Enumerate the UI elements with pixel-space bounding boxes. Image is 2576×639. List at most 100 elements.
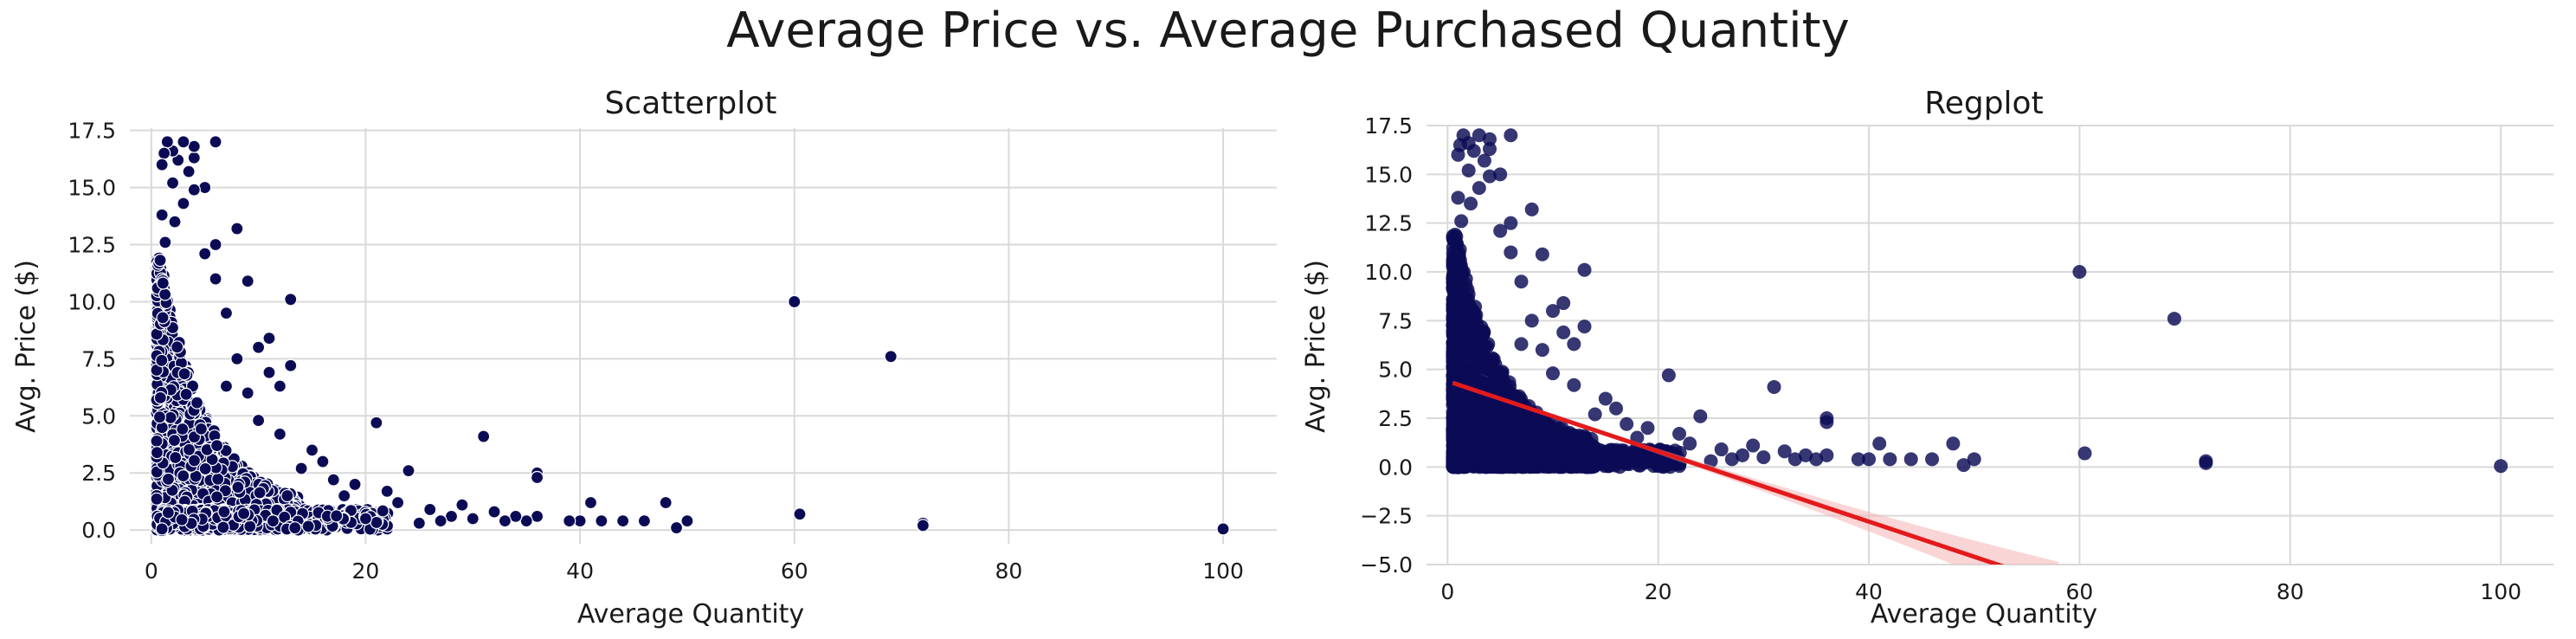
data-point bbox=[177, 197, 190, 210]
data-point bbox=[284, 293, 298, 307]
data-point bbox=[1461, 163, 1476, 178]
data-point bbox=[153, 254, 167, 268]
data-point bbox=[288, 521, 302, 535]
data-point bbox=[241, 274, 254, 288]
data-point bbox=[1767, 379, 1781, 394]
regplot-title: Regplot bbox=[1924, 86, 2043, 121]
y-tick-label: 5.0 bbox=[1378, 358, 1413, 383]
data-point bbox=[1883, 452, 1897, 467]
y-tick-label: 2.5 bbox=[81, 461, 116, 486]
data-point bbox=[1485, 351, 1500, 365]
regplot-grid bbox=[1426, 125, 2553, 565]
data-point bbox=[1524, 313, 1539, 328]
y-tick-label: 5.0 bbox=[81, 403, 116, 429]
x-tick-label: 20 bbox=[1645, 579, 1672, 604]
data-point bbox=[1724, 452, 1739, 467]
data-point bbox=[209, 237, 222, 252]
data-point bbox=[262, 365, 276, 379]
data-point bbox=[595, 514, 609, 528]
data-point bbox=[1465, 303, 1480, 318]
data-point bbox=[487, 505, 501, 519]
data-point bbox=[1451, 459, 1465, 474]
data-point bbox=[1872, 436, 1887, 451]
data-point bbox=[209, 490, 224, 504]
data-point bbox=[1546, 366, 1561, 381]
data-point bbox=[230, 222, 244, 236]
data-point bbox=[1446, 393, 1460, 408]
data-point bbox=[1504, 128, 1518, 143]
x-tick-label: 60 bbox=[781, 558, 808, 584]
data-point bbox=[1454, 214, 1469, 229]
data-point bbox=[294, 462, 308, 475]
data-point bbox=[1546, 304, 1561, 319]
data-point bbox=[1493, 407, 1508, 422]
data-point bbox=[230, 352, 244, 365]
data-point bbox=[152, 410, 167, 424]
data-point bbox=[211, 472, 225, 486]
regplot-ticks: 0 20 40 60 80 100−5.0−2.50.02.55.07.510.012.5… bbox=[1360, 113, 2521, 604]
y-tick-label: 2.5 bbox=[1378, 406, 1413, 431]
data-point bbox=[1493, 223, 1508, 238]
data-point bbox=[1609, 401, 1624, 416]
y-tick-label: 17.5 bbox=[68, 119, 116, 144]
x-tick-label: 0 bbox=[145, 558, 158, 584]
data-point bbox=[155, 522, 169, 536]
data-point bbox=[1577, 320, 1592, 334]
data-point bbox=[158, 287, 172, 301]
data-point bbox=[1851, 452, 1865, 467]
scatterplot-xlabel: Average Quantity bbox=[577, 599, 804, 629]
regplot-panel: Regplot 0 20 40 60 80 100−5.0−2.50.02.55.07.5… bbox=[1301, 86, 2553, 629]
data-point bbox=[455, 498, 469, 512]
data-point bbox=[198, 180, 212, 195]
data-point bbox=[2199, 455, 2213, 470]
data-point bbox=[150, 446, 164, 460]
data-point bbox=[402, 464, 415, 478]
data-point bbox=[2494, 459, 2508, 474]
data-point bbox=[273, 427, 287, 442]
y-tick-label: 17.5 bbox=[1364, 113, 1413, 139]
data-point bbox=[370, 416, 383, 429]
data-point bbox=[530, 470, 544, 485]
data-point bbox=[1756, 450, 1771, 465]
data-point bbox=[1449, 229, 1464, 244]
data-point bbox=[1556, 325, 1571, 339]
data-point bbox=[156, 276, 170, 290]
data-point bbox=[155, 208, 169, 222]
data-point bbox=[209, 272, 222, 286]
data-point bbox=[177, 367, 191, 381]
data-point bbox=[1925, 452, 1940, 467]
y-tick-label: 7.5 bbox=[1378, 308, 1413, 333]
data-point bbox=[1464, 197, 1478, 211]
data-point bbox=[161, 506, 175, 520]
data-point bbox=[231, 481, 245, 494]
data-point bbox=[1622, 448, 1637, 462]
data-point bbox=[1620, 416, 1634, 431]
data-point bbox=[1535, 247, 1549, 261]
data-point bbox=[175, 513, 189, 526]
data-point bbox=[1560, 452, 1575, 467]
data-point bbox=[1531, 446, 1546, 461]
regplot-ylabel: Avg. Price ($) bbox=[1301, 260, 1331, 433]
data-point bbox=[1567, 378, 1581, 392]
y-tick-label: 10.0 bbox=[1364, 260, 1413, 285]
data-point bbox=[187, 183, 201, 197]
data-point bbox=[659, 495, 673, 510]
data-point bbox=[376, 504, 390, 518]
data-point bbox=[241, 386, 254, 400]
data-point bbox=[253, 486, 267, 500]
data-point bbox=[1504, 245, 1518, 260]
data-point bbox=[284, 358, 298, 372]
data-point bbox=[680, 514, 694, 528]
data-point bbox=[390, 495, 405, 510]
y-tick-label: 12.5 bbox=[1364, 211, 1413, 236]
data-point bbox=[326, 473, 340, 487]
data-point bbox=[155, 158, 169, 171]
scatterplot-grid bbox=[130, 128, 1277, 544]
data-point bbox=[1464, 397, 1478, 412]
y-tick-label: 15.0 bbox=[68, 176, 116, 201]
data-point bbox=[466, 512, 480, 526]
data-point bbox=[167, 434, 182, 448]
data-point bbox=[1457, 445, 1472, 460]
data-point bbox=[788, 294, 802, 309]
data-point bbox=[338, 489, 351, 503]
